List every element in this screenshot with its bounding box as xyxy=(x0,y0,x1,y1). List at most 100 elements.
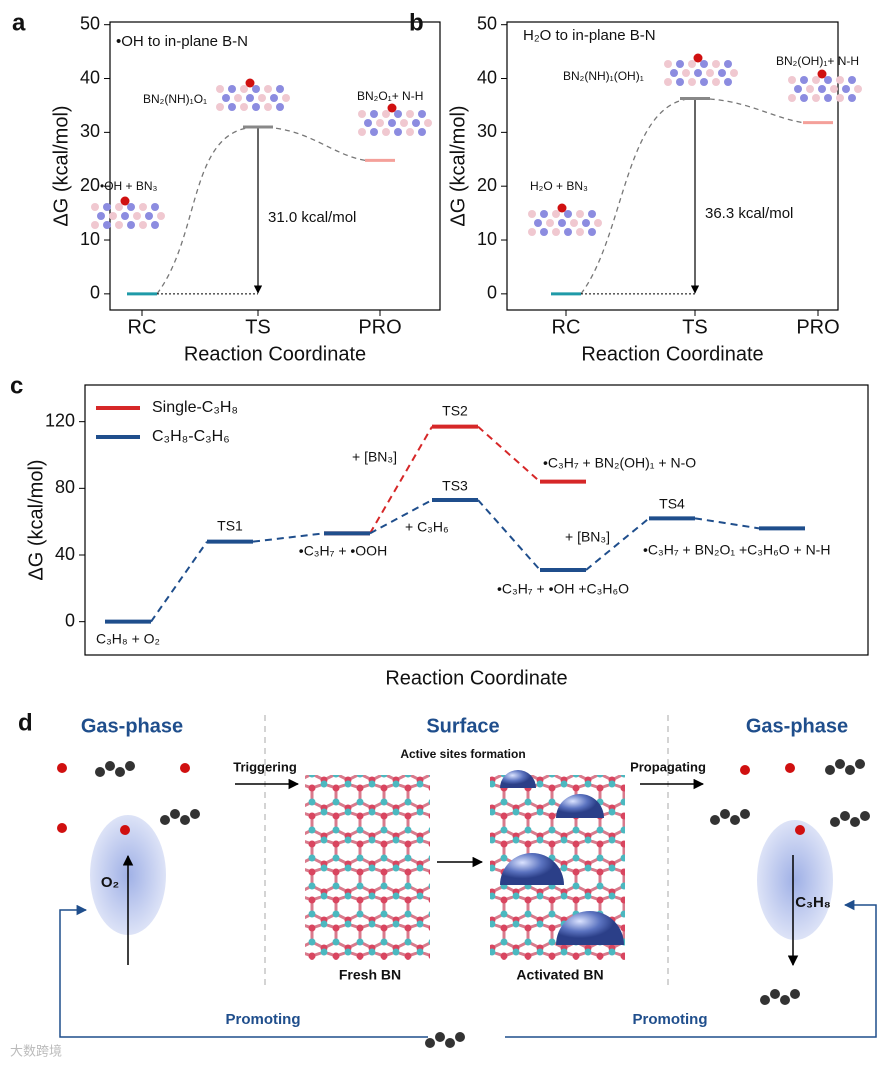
atom xyxy=(558,219,566,227)
atom xyxy=(252,85,260,93)
atom xyxy=(540,210,548,218)
molecule xyxy=(664,53,738,86)
atom xyxy=(157,212,165,220)
atom xyxy=(120,196,130,206)
molecule xyxy=(710,809,750,825)
atom xyxy=(855,759,865,769)
label: Activated BN xyxy=(516,967,603,983)
y-axis-label: ΔG (kcal/mol) xyxy=(25,459,47,580)
atom xyxy=(676,78,684,86)
atom xyxy=(388,119,396,127)
legend-label: C₃H₈-C₃H₆ xyxy=(152,428,230,445)
panel-d: d Gas-phase Surface Gas-phase Active sit… xyxy=(18,709,877,1038)
y-tick-label: 80 xyxy=(55,477,75,497)
atom xyxy=(145,212,153,220)
atom xyxy=(370,128,378,136)
atom xyxy=(133,212,141,220)
atom xyxy=(800,94,808,102)
y-tick-label: 40 xyxy=(80,67,100,87)
molecule xyxy=(425,1032,465,1048)
atom xyxy=(387,103,397,113)
atom xyxy=(424,119,432,127)
connector xyxy=(585,517,650,571)
atom xyxy=(139,221,147,229)
atom xyxy=(570,219,578,227)
barrier-label: 36.3 kcal/mol xyxy=(705,205,793,222)
label: Triggering xyxy=(233,759,297,774)
atom xyxy=(812,76,820,84)
molecule xyxy=(91,196,165,229)
atom xyxy=(830,85,838,93)
x-axis-label: Reaction Coordinate xyxy=(581,343,763,365)
molecule xyxy=(788,69,862,102)
atom xyxy=(785,763,795,773)
atom xyxy=(824,94,832,102)
atom xyxy=(406,110,414,118)
atom xyxy=(795,825,805,835)
molecule xyxy=(95,761,135,777)
connector xyxy=(369,426,433,534)
atom xyxy=(788,94,796,102)
label: Active sites formation xyxy=(400,747,525,761)
connector xyxy=(252,532,325,543)
atom xyxy=(850,817,860,827)
atom xyxy=(860,811,870,821)
annotation: •C₃H₇ + BN₂O₁ +C₃H₆O + N-H xyxy=(643,542,830,558)
atom xyxy=(400,119,408,127)
atom xyxy=(412,119,420,127)
atom xyxy=(534,219,542,227)
title: Surface xyxy=(426,715,499,737)
atom xyxy=(830,817,840,827)
atom xyxy=(836,76,844,84)
atom xyxy=(120,825,130,835)
atom xyxy=(222,94,230,102)
atom xyxy=(712,60,720,68)
active-site xyxy=(556,794,604,818)
connector xyxy=(694,517,760,530)
title: Gas-phase xyxy=(81,715,183,737)
watermark: 大数跨境 xyxy=(10,1043,62,1058)
atom xyxy=(564,210,572,218)
atom xyxy=(125,761,135,771)
atom xyxy=(718,69,726,77)
molecule xyxy=(216,78,290,111)
y-tick-label: 10 xyxy=(477,229,497,249)
annotation: TS2 xyxy=(442,403,468,419)
panel-label: a xyxy=(12,9,26,36)
atom xyxy=(557,203,567,213)
y-tick-label: 0 xyxy=(487,283,497,303)
atom xyxy=(358,128,366,136)
atom xyxy=(103,221,111,229)
barrier-label: 31.0 kcal/mol xyxy=(268,209,356,226)
atom xyxy=(276,103,284,111)
atom xyxy=(840,811,850,821)
atom xyxy=(724,60,732,68)
atom xyxy=(552,228,560,236)
atom xyxy=(240,103,248,111)
annotation: TS4 xyxy=(659,496,685,512)
connector xyxy=(477,425,541,483)
plot-frame xyxy=(109,21,441,311)
feedback-arrow xyxy=(59,904,428,1038)
atom xyxy=(740,765,750,775)
atom xyxy=(57,763,67,773)
atom xyxy=(216,85,224,93)
atom xyxy=(160,815,170,825)
connector xyxy=(150,541,208,623)
species-label: BN₂(NH)₁(OH)₁ xyxy=(563,69,644,83)
y-axis-label: ΔG (kcal/mol) xyxy=(447,105,469,226)
atom xyxy=(688,60,696,68)
atom xyxy=(812,94,820,102)
species-label: BN₂(OH)₁+ N-H xyxy=(776,54,859,68)
atom xyxy=(664,78,672,86)
annotation: + [BN₃] xyxy=(352,449,397,465)
atom xyxy=(788,76,796,84)
annotation: TS1 xyxy=(217,518,243,534)
atom xyxy=(845,765,855,775)
ellipse xyxy=(757,820,833,940)
atom xyxy=(546,219,554,227)
atom xyxy=(180,815,190,825)
atom xyxy=(740,809,750,819)
annotation: •OH to in-plane B-N xyxy=(116,33,248,50)
atom xyxy=(216,103,224,111)
